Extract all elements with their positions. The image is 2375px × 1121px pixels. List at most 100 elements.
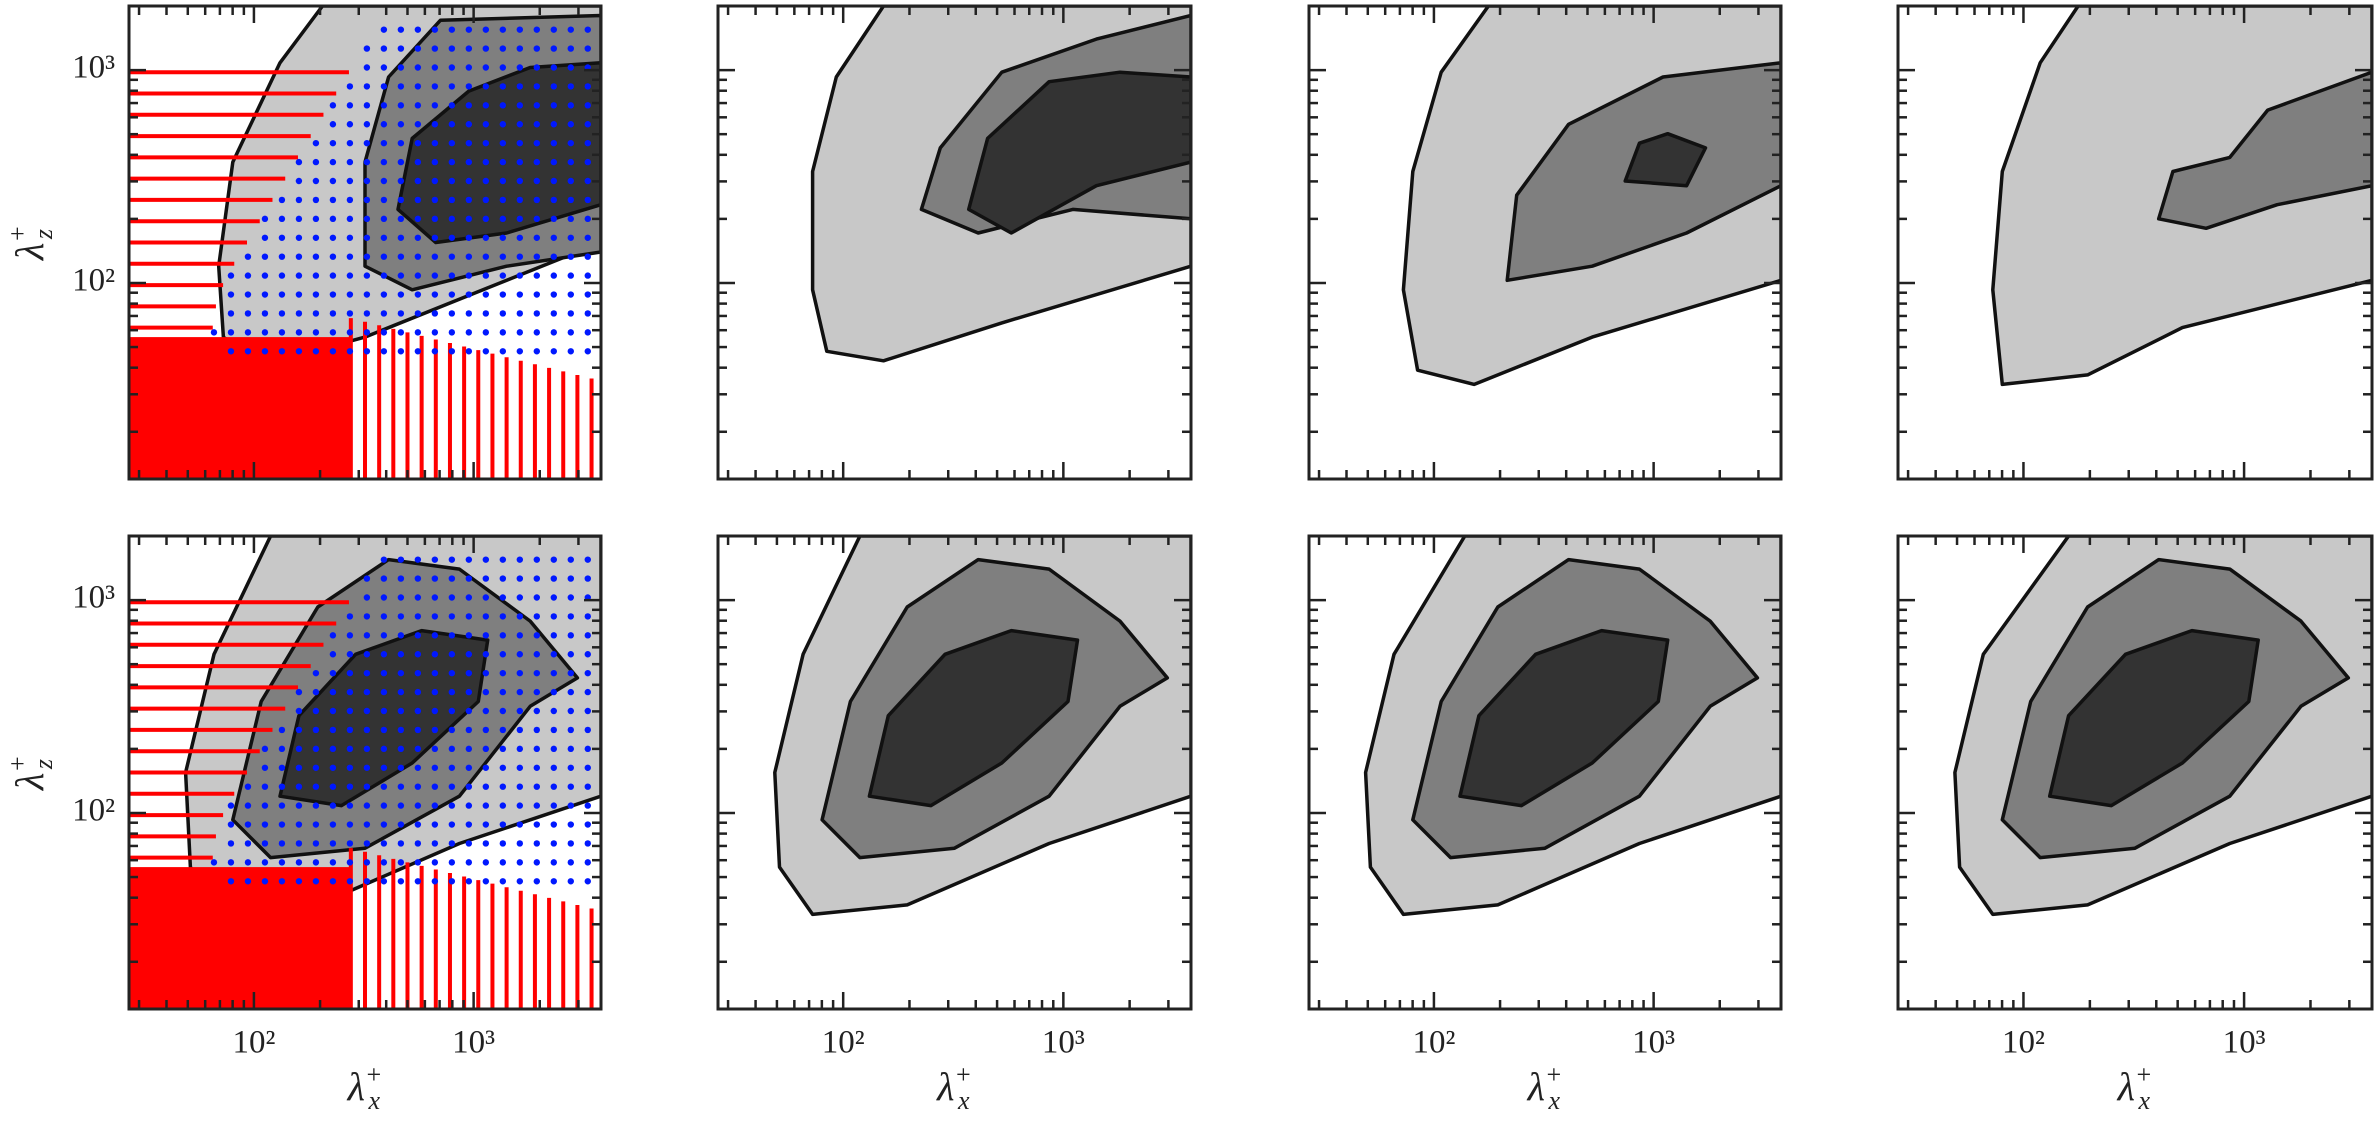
grid-sample-point — [244, 821, 252, 828]
grid-sample-point — [380, 556, 388, 563]
grid-sample-point — [363, 234, 371, 241]
grid-sample-point — [363, 177, 371, 185]
grid-sample-point — [363, 575, 371, 582]
grid-sample-point — [397, 253, 405, 260]
grid-sample-point — [567, 253, 574, 260]
grid-sample-point — [516, 329, 524, 336]
label-base: λ — [347, 1064, 365, 1109]
grid-sample-point — [550, 745, 557, 753]
label-sup: + — [954, 1060, 972, 1089]
grid-sample-point — [499, 651, 507, 658]
grid-sample-point — [602, 840, 608, 846]
grid-sample-point — [329, 688, 337, 696]
label-sup: + — [3, 755, 32, 773]
grid-sample-point — [431, 329, 439, 336]
grid-sample-point — [465, 121, 473, 128]
grid-sample-point — [448, 575, 456, 582]
grid-sample-point — [550, 26, 557, 33]
grid-sample-point — [414, 291, 422, 298]
grid-sample-point — [312, 272, 320, 279]
grid-sample-point — [295, 158, 303, 166]
grid-sample-point — [567, 878, 574, 885]
grid-sample-point — [414, 215, 422, 223]
grid-sample-point — [567, 196, 574, 204]
grid-sample-point — [499, 878, 507, 885]
grid-sample-point — [363, 669, 371, 677]
grid-sample-point — [261, 764, 269, 771]
grid-sample-point — [516, 234, 524, 241]
grid-sample-point — [227, 329, 235, 336]
grid-sample-point — [278, 745, 286, 753]
grid-sample-point — [516, 878, 524, 885]
grid-sample-point — [414, 594, 422, 601]
grid-sample-point — [363, 859, 371, 866]
grid-sample-point — [414, 348, 422, 355]
grid-sample-point — [482, 253, 490, 260]
grid-sample-point — [533, 158, 541, 166]
grid-sample-point — [602, 178, 608, 184]
grid-sample-point — [499, 783, 507, 790]
plot-content — [1991, 6, 2372, 387]
grid-sample-point — [261, 840, 269, 847]
x-tick-label: 10³ — [1632, 1025, 1675, 1061]
x-tick-label: 10³ — [1042, 1025, 1085, 1061]
plot-content — [129, 536, 608, 1009]
grid-sample-point — [533, 669, 541, 677]
grid-sample-point — [295, 272, 303, 279]
grid-sample-point — [278, 802, 286, 809]
grid-sample-point — [550, 348, 557, 355]
panel — [1896, 4, 2374, 481]
contour-dark — [867, 628, 1080, 808]
grid-sample-point — [329, 764, 337, 771]
grid-sample-point — [533, 859, 541, 866]
grid-sample-point — [465, 878, 473, 885]
grid-sample-point — [380, 707, 388, 715]
grid-sample-point — [431, 253, 439, 260]
grid-sample-point — [567, 556, 574, 563]
grid-sample-point — [567, 45, 574, 52]
grid-sample-point — [346, 783, 354, 790]
grid-sample-point — [516, 707, 524, 715]
grid-sample-point — [346, 745, 354, 753]
grid-sample-point — [482, 669, 490, 677]
grid-sample-point — [431, 821, 439, 828]
grid-sample-point — [397, 632, 405, 639]
grid-sample-point — [602, 878, 608, 884]
grid-sample-point — [380, 310, 388, 317]
grid-sample-point — [329, 802, 337, 809]
label-sup: + — [2135, 1060, 2153, 1089]
grid-sample-point — [602, 594, 608, 600]
grid-sample-point — [602, 121, 608, 127]
grid-sample-point — [329, 102, 337, 109]
grid-sample-point — [516, 348, 524, 355]
grid-sample-point — [261, 348, 269, 355]
grid-sample-point — [516, 556, 524, 563]
grid-sample-point — [516, 783, 524, 790]
grid-sample-point — [363, 651, 371, 658]
grid-sample-point — [602, 140, 608, 146]
grid-sample-point — [397, 745, 405, 753]
grid-sample-point — [567, 291, 574, 298]
grid-sample-point — [380, 651, 388, 658]
grid-sample-point — [346, 669, 354, 677]
grid-sample-point — [448, 158, 456, 166]
grid-sample-point — [602, 727, 608, 733]
grid-sample-point — [567, 215, 574, 223]
grid-sample-point — [482, 234, 490, 241]
grid-sample-point — [380, 83, 388, 90]
grid-sample-point — [499, 821, 507, 828]
grid-sample-point — [329, 139, 337, 147]
grid-sample-point — [414, 707, 422, 715]
grid-sample-point — [397, 688, 405, 696]
grid-sample-point — [499, 575, 507, 582]
grid-sample-point — [346, 253, 354, 260]
grid-sample-point — [346, 688, 354, 696]
grid-sample-point — [482, 139, 490, 147]
grid-sample-point — [516, 177, 524, 185]
grid-sample-point — [584, 575, 591, 582]
grid-sample-point — [363, 139, 371, 147]
grid-sample-point — [516, 651, 524, 658]
grid-sample-point — [516, 726, 524, 734]
grid-sample-point — [482, 196, 490, 204]
grid-sample-point — [431, 196, 439, 204]
